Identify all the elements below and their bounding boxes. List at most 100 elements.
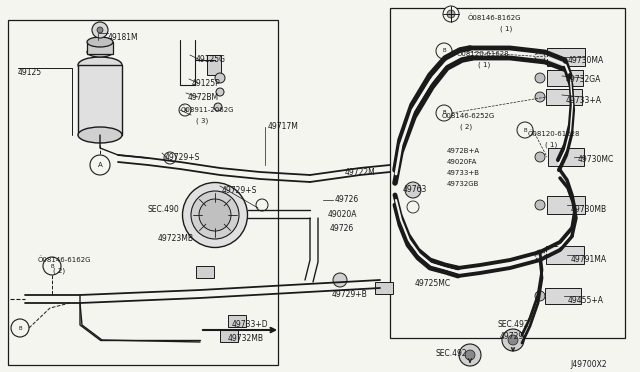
Ellipse shape bbox=[199, 199, 231, 231]
Text: Ô08146-6252G: Ô08146-6252G bbox=[442, 113, 495, 119]
Text: 49125: 49125 bbox=[18, 68, 42, 77]
Circle shape bbox=[508, 335, 518, 345]
Text: 49455+A: 49455+A bbox=[568, 296, 604, 305]
Bar bbox=[545, 288, 581, 304]
Text: Ô08146-8162G: Ô08146-8162G bbox=[468, 14, 522, 20]
Text: 49726: 49726 bbox=[330, 224, 355, 233]
Text: 49725MC: 49725MC bbox=[415, 279, 451, 288]
Circle shape bbox=[405, 182, 421, 198]
Text: Ô08146-6162G: Ô08146-6162G bbox=[38, 256, 92, 263]
Bar bbox=[220, 330, 238, 342]
Bar bbox=[207, 55, 221, 75]
Circle shape bbox=[535, 73, 545, 83]
Text: 49722M: 49722M bbox=[345, 168, 376, 177]
Circle shape bbox=[459, 344, 481, 366]
Text: 49791MA: 49791MA bbox=[571, 255, 607, 264]
Circle shape bbox=[11, 319, 29, 337]
Text: 49763: 49763 bbox=[403, 185, 428, 194]
Text: 49723MB: 49723MB bbox=[158, 234, 194, 243]
Text: 49730MB: 49730MB bbox=[571, 205, 607, 214]
Circle shape bbox=[443, 6, 459, 22]
Bar bbox=[546, 89, 582, 105]
Circle shape bbox=[436, 43, 452, 59]
Ellipse shape bbox=[87, 47, 113, 57]
Text: 49717M: 49717M bbox=[268, 122, 299, 131]
Bar bbox=[228, 315, 246, 327]
Ellipse shape bbox=[182, 183, 248, 247]
Bar bbox=[548, 148, 584, 166]
Text: SEC.492: SEC.492 bbox=[436, 349, 468, 358]
Circle shape bbox=[333, 273, 347, 287]
Circle shape bbox=[214, 103, 222, 111]
Text: ( 1): ( 1) bbox=[500, 25, 512, 32]
Text: B: B bbox=[523, 128, 527, 132]
Circle shape bbox=[164, 152, 176, 164]
Bar bbox=[547, 70, 583, 86]
Bar bbox=[390, 8, 625, 338]
Text: ( 1): ( 1) bbox=[478, 62, 490, 68]
Text: SEC.492: SEC.492 bbox=[498, 320, 530, 329]
Circle shape bbox=[465, 350, 475, 360]
Text: 49729+S: 49729+S bbox=[222, 186, 257, 195]
Text: ( 3): ( 3) bbox=[196, 118, 208, 125]
Text: ( 2): ( 2) bbox=[460, 124, 472, 131]
Circle shape bbox=[407, 201, 419, 213]
Text: 4972BM: 4972BM bbox=[188, 93, 219, 102]
Ellipse shape bbox=[78, 127, 122, 143]
Text: 49732GB: 49732GB bbox=[447, 181, 479, 187]
Bar bbox=[78, 65, 122, 135]
Circle shape bbox=[535, 250, 545, 260]
Text: 49733+B: 49733+B bbox=[447, 170, 480, 176]
Circle shape bbox=[43, 257, 61, 275]
Text: 49733+A: 49733+A bbox=[566, 96, 602, 105]
Text: Ô08911-2062G: Ô08911-2062G bbox=[181, 107, 234, 113]
Circle shape bbox=[97, 27, 103, 33]
Bar bbox=[375, 282, 393, 294]
Bar bbox=[196, 266, 214, 278]
Ellipse shape bbox=[191, 191, 239, 239]
Ellipse shape bbox=[87, 37, 113, 47]
Text: N: N bbox=[183, 108, 187, 112]
Bar bbox=[87, 42, 113, 54]
Circle shape bbox=[216, 88, 224, 96]
Circle shape bbox=[535, 200, 545, 210]
Text: Ô08120-61228: Ô08120-61228 bbox=[528, 130, 580, 137]
Circle shape bbox=[447, 10, 455, 18]
Text: SEC.490: SEC.490 bbox=[148, 205, 180, 214]
Circle shape bbox=[535, 52, 545, 62]
Text: 49733+D: 49733+D bbox=[232, 320, 269, 329]
Circle shape bbox=[535, 291, 545, 301]
Bar bbox=[8, 20, 278, 365]
Bar bbox=[546, 246, 584, 264]
Circle shape bbox=[92, 22, 108, 38]
Circle shape bbox=[436, 105, 452, 121]
Text: 49020A: 49020A bbox=[328, 210, 358, 219]
Text: 49729+S: 49729+S bbox=[165, 153, 200, 162]
Text: 49125G: 49125G bbox=[196, 55, 226, 64]
Text: 49730MC: 49730MC bbox=[578, 155, 614, 164]
Text: ( 1): ( 1) bbox=[545, 141, 557, 148]
Circle shape bbox=[535, 152, 545, 162]
Ellipse shape bbox=[78, 57, 122, 73]
Text: 49730MA: 49730MA bbox=[568, 56, 604, 65]
Circle shape bbox=[502, 329, 524, 351]
Circle shape bbox=[90, 155, 110, 175]
Text: 49732MB: 49732MB bbox=[228, 334, 264, 343]
Text: J49700X2: J49700X2 bbox=[570, 360, 607, 369]
Bar bbox=[547, 196, 585, 214]
Text: 4972B+A: 4972B+A bbox=[447, 148, 480, 154]
Text: Ô08120-61628: Ô08120-61628 bbox=[457, 51, 509, 58]
Text: B: B bbox=[442, 110, 446, 115]
Text: ( 2): ( 2) bbox=[53, 267, 65, 273]
Circle shape bbox=[256, 199, 268, 211]
Text: B: B bbox=[18, 326, 22, 330]
Circle shape bbox=[179, 104, 191, 116]
Circle shape bbox=[517, 122, 533, 138]
Bar bbox=[547, 48, 585, 66]
Text: A: A bbox=[98, 162, 102, 168]
Text: 49020FA: 49020FA bbox=[447, 159, 477, 165]
Text: 49729: 49729 bbox=[500, 332, 524, 341]
Circle shape bbox=[215, 73, 225, 83]
Text: B: B bbox=[442, 48, 446, 54]
Text: 49732GA: 49732GA bbox=[566, 75, 602, 84]
